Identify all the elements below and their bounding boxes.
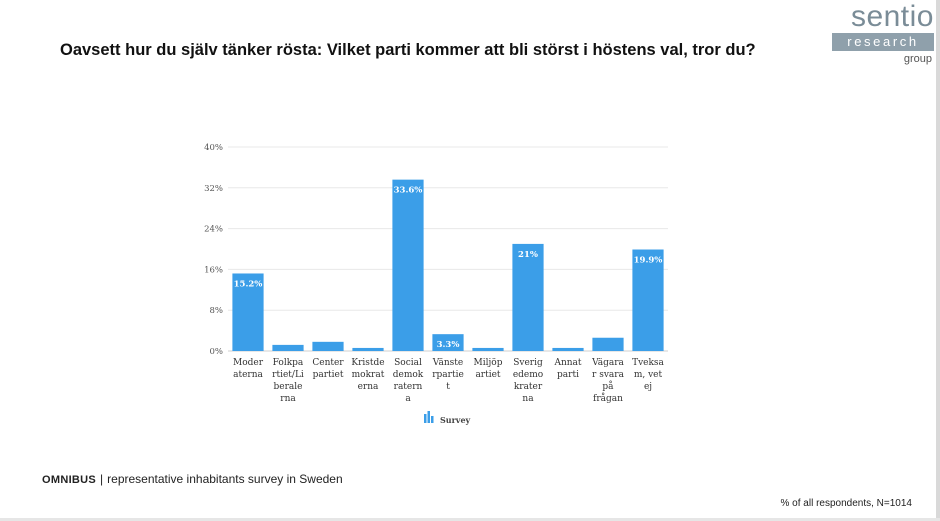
bar: [472, 347, 504, 351]
x-tick-label: Sverig edemo krater na: [513, 358, 543, 404]
footer-text: representative inhabitants survey in Swe…: [107, 472, 343, 486]
footer-brand: OMNIBUS: [42, 474, 97, 486]
y-tick-label: 0%: [210, 347, 224, 357]
x-tick-label: Annat parti: [553, 358, 581, 380]
sentio-logo: sentio research group: [830, 2, 934, 65]
y-tick-label: 40%: [204, 143, 223, 153]
data-label: 21%: [518, 250, 538, 260]
x-tick-label: Center partiet: [312, 358, 344, 380]
bar: [592, 337, 624, 351]
footer-separator: |: [100, 472, 104, 486]
footer-note: % of all respondents, N=1014: [780, 498, 912, 509]
data-label: 33.6%: [394, 186, 423, 196]
legend-icon: [424, 414, 427, 423]
legend-icon: [431, 416, 434, 423]
logo-word: sentio: [850, 0, 934, 33]
footer-description: OMNIBUS | representative inhabitants surve…: [42, 472, 343, 486]
x-tick-label: Vänste rpartie t: [432, 358, 464, 392]
y-tick-label: 16%: [204, 265, 223, 275]
bar: [512, 243, 544, 351]
bar: [392, 179, 424, 351]
bar: [432, 334, 464, 351]
logo-band: research: [832, 33, 934, 51]
x-tick-label: Miljöp artiet: [474, 358, 503, 380]
x-tick-label: Vägara r svara på frågan: [591, 358, 625, 404]
x-tick-label: Kristde mokrat erna: [351, 358, 384, 392]
x-tick-label: Social demok ratern a: [393, 358, 424, 404]
x-tick-label: Folkpa rtiet/Li berale rna: [272, 358, 304, 404]
x-tick-label: Moder aterna: [233, 358, 264, 380]
data-label: 19.9%: [634, 256, 663, 266]
page-title: Oavsett hur du själv tänker rösta: Vilke…: [60, 41, 756, 59]
bar: [352, 347, 384, 351]
right-edge: [936, 0, 940, 521]
bar: [272, 344, 304, 351]
legend-label: Survey: [440, 415, 471, 425]
logo-sub: group: [903, 53, 932, 65]
data-label: 3.3%: [437, 340, 460, 350]
bar: [632, 249, 664, 351]
data-label: 15.2%: [234, 279, 263, 289]
bar: [232, 273, 264, 351]
y-tick-label: 24%: [204, 225, 223, 235]
x-tick-label: Tveksa m, vet ej: [632, 358, 664, 392]
y-tick-label: 8%: [210, 306, 224, 316]
bar: [552, 347, 584, 351]
y-tick-label: 32%: [204, 184, 223, 194]
bottom-edge: [0, 518, 940, 521]
bar: [312, 341, 344, 351]
legend-icon: [427, 411, 430, 423]
